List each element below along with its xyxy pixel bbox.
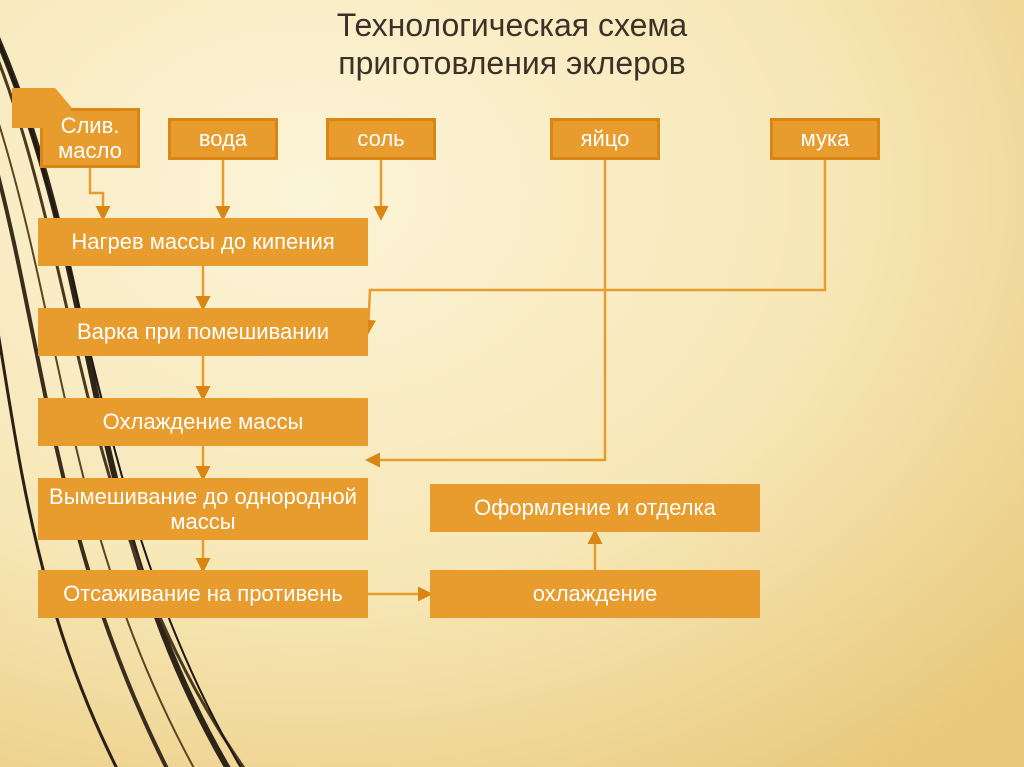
ingredient-box-n_egg: яйцо — [550, 118, 660, 160]
process-step-s_cool1: Охлаждение массы — [38, 398, 368, 446]
ingredient-box-n_water: вода — [168, 118, 278, 160]
process-step-s_cook: Варка при помешивании — [38, 308, 368, 356]
ingredient-box-n_flour: мука — [770, 118, 880, 160]
process-step-s_knead: Вымешивание до однородной массы — [38, 478, 368, 540]
flow-arrow — [368, 160, 605, 460]
process-step-s_heat: Нагрев массы до кипения — [38, 218, 368, 266]
flow-arrow — [90, 168, 103, 218]
flow-arrow — [368, 160, 825, 332]
process-step-s_finish: Оформление и отделка — [430, 484, 760, 532]
process-step-s_cool2: охлаждение — [430, 570, 760, 618]
ingredient-box-n_salt: соль — [326, 118, 436, 160]
process-step-s_pipe: Отсаживание на противень — [38, 570, 368, 618]
page-title: Технологическая схема приготовления экле… — [0, 6, 1024, 83]
title-marker-icon — [12, 88, 72, 133]
